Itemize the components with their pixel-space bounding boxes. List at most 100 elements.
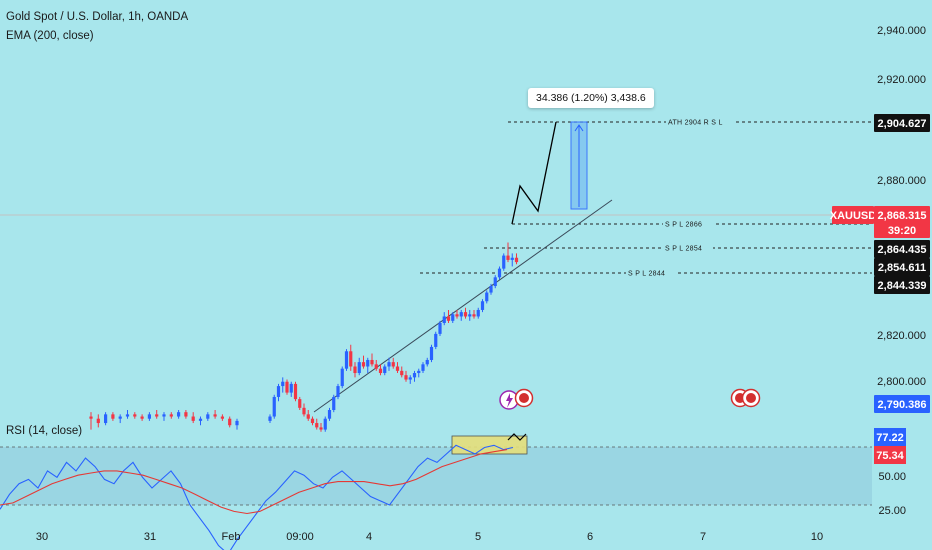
candle-body bbox=[89, 416, 93, 419]
candle bbox=[289, 381, 293, 397]
event-icons[interactable] bbox=[499, 388, 761, 410]
candle bbox=[446, 309, 451, 323]
candle-body bbox=[220, 416, 224, 419]
price-tag-bg bbox=[874, 276, 930, 294]
candle bbox=[125, 410, 130, 419]
candle-body bbox=[285, 381, 289, 393]
candle bbox=[118, 414, 122, 424]
candle-body bbox=[228, 418, 232, 426]
rsi-tag-bg bbox=[874, 428, 906, 446]
candle-body bbox=[485, 292, 489, 302]
candle bbox=[344, 349, 349, 371]
candle-body bbox=[323, 418, 327, 430]
candle bbox=[455, 309, 459, 319]
candle bbox=[272, 394, 276, 419]
level-label: ATH 2904 R S L bbox=[668, 120, 723, 127]
candle-body bbox=[514, 257, 519, 263]
time-axis-tick: 6 bbox=[587, 531, 593, 543]
candle bbox=[493, 275, 497, 289]
candle bbox=[395, 362, 400, 374]
candle bbox=[147, 412, 151, 421]
candle bbox=[400, 366, 404, 378]
candle bbox=[468, 309, 472, 321]
candle-body bbox=[421, 364, 425, 371]
candle bbox=[412, 370, 417, 382]
candle bbox=[310, 416, 315, 426]
candle-body bbox=[391, 362, 395, 367]
rsi-line bbox=[0, 444, 514, 550]
candle bbox=[429, 344, 434, 363]
candle bbox=[451, 312, 455, 323]
candle-body bbox=[344, 351, 349, 369]
candle bbox=[206, 412, 210, 421]
candle bbox=[340, 366, 344, 389]
price-tag-bg bbox=[874, 258, 930, 276]
candle bbox=[404, 370, 408, 382]
candle-body bbox=[133, 414, 137, 417]
rsi-axis-tick: 50.00 bbox=[878, 471, 906, 483]
candle bbox=[89, 412, 93, 430]
projection-arrow-head bbox=[574, 124, 584, 132]
ema-legend[interactable]: EMA (200, close) bbox=[6, 30, 94, 42]
candle-body bbox=[425, 359, 429, 365]
candle-body bbox=[429, 346, 434, 360]
price-tag-label: 2,844.339 bbox=[878, 280, 927, 292]
candle-body bbox=[268, 416, 272, 421]
candle-body bbox=[272, 396, 276, 417]
candle bbox=[235, 418, 239, 430]
candle bbox=[169, 412, 173, 419]
candle-body bbox=[455, 314, 459, 317]
rsi-legend[interactable]: RSI (14, close) bbox=[6, 425, 83, 437]
time-axis-tick: 5 bbox=[475, 531, 481, 543]
candle bbox=[162, 412, 166, 421]
price-tag-label: 2,868.315 bbox=[878, 210, 927, 222]
candle-body bbox=[276, 386, 281, 397]
candle bbox=[177, 410, 181, 419]
price-axis[interactable]: 2,800.000 2,820.000 2,880.000 2,920.000 2,94… bbox=[877, 25, 926, 517]
trendline bbox=[313, 199, 613, 413]
rsi-tag-label: 75.34 bbox=[876, 450, 904, 462]
candle bbox=[213, 410, 217, 419]
price-tag-bg bbox=[874, 114, 930, 132]
level-label-bg bbox=[666, 117, 735, 127]
rsi-tag-bg bbox=[874, 446, 906, 464]
candle-body bbox=[438, 323, 442, 334]
candle-body bbox=[169, 414, 173, 417]
price-tag-label: 2,904.627 bbox=[878, 118, 927, 130]
price-tag-bg bbox=[874, 206, 930, 224]
candle-body bbox=[353, 366, 357, 374]
candle-body bbox=[206, 414, 210, 419]
time-axis[interactable]: 30 31 Feb 09:00 4 5 6 7 10 bbox=[36, 531, 823, 543]
candle bbox=[438, 320, 442, 337]
candle-body bbox=[472, 314, 476, 317]
candle bbox=[228, 416, 232, 428]
candle-body bbox=[315, 423, 319, 428]
candle-body bbox=[510, 257, 514, 260]
candle bbox=[133, 412, 137, 419]
price-tag-label: 2,864.435 bbox=[878, 244, 927, 256]
candle bbox=[357, 357, 361, 376]
candle bbox=[332, 394, 336, 413]
candle-body bbox=[340, 368, 344, 387]
candle-body bbox=[104, 414, 108, 424]
candle bbox=[327, 407, 332, 421]
price-tag-bg bbox=[832, 206, 874, 224]
candle bbox=[302, 403, 306, 417]
candle bbox=[489, 283, 493, 295]
level-label: S P L 2866 bbox=[665, 222, 702, 229]
candle-body bbox=[177, 412, 181, 417]
candle bbox=[514, 253, 519, 265]
candle bbox=[417, 368, 421, 378]
level-label-bg bbox=[626, 268, 676, 278]
candle-body bbox=[400, 370, 404, 376]
candle-body bbox=[111, 414, 115, 419]
candle-body bbox=[404, 375, 408, 380]
candle-body bbox=[349, 351, 353, 367]
candle bbox=[349, 344, 353, 371]
candle-body bbox=[191, 416, 195, 421]
rsi-band bbox=[0, 447, 872, 505]
candle bbox=[463, 307, 468, 319]
price-axis-tick: 2,820.000 bbox=[877, 330, 926, 342]
candle-body bbox=[387, 362, 391, 367]
candle-body bbox=[493, 277, 497, 287]
